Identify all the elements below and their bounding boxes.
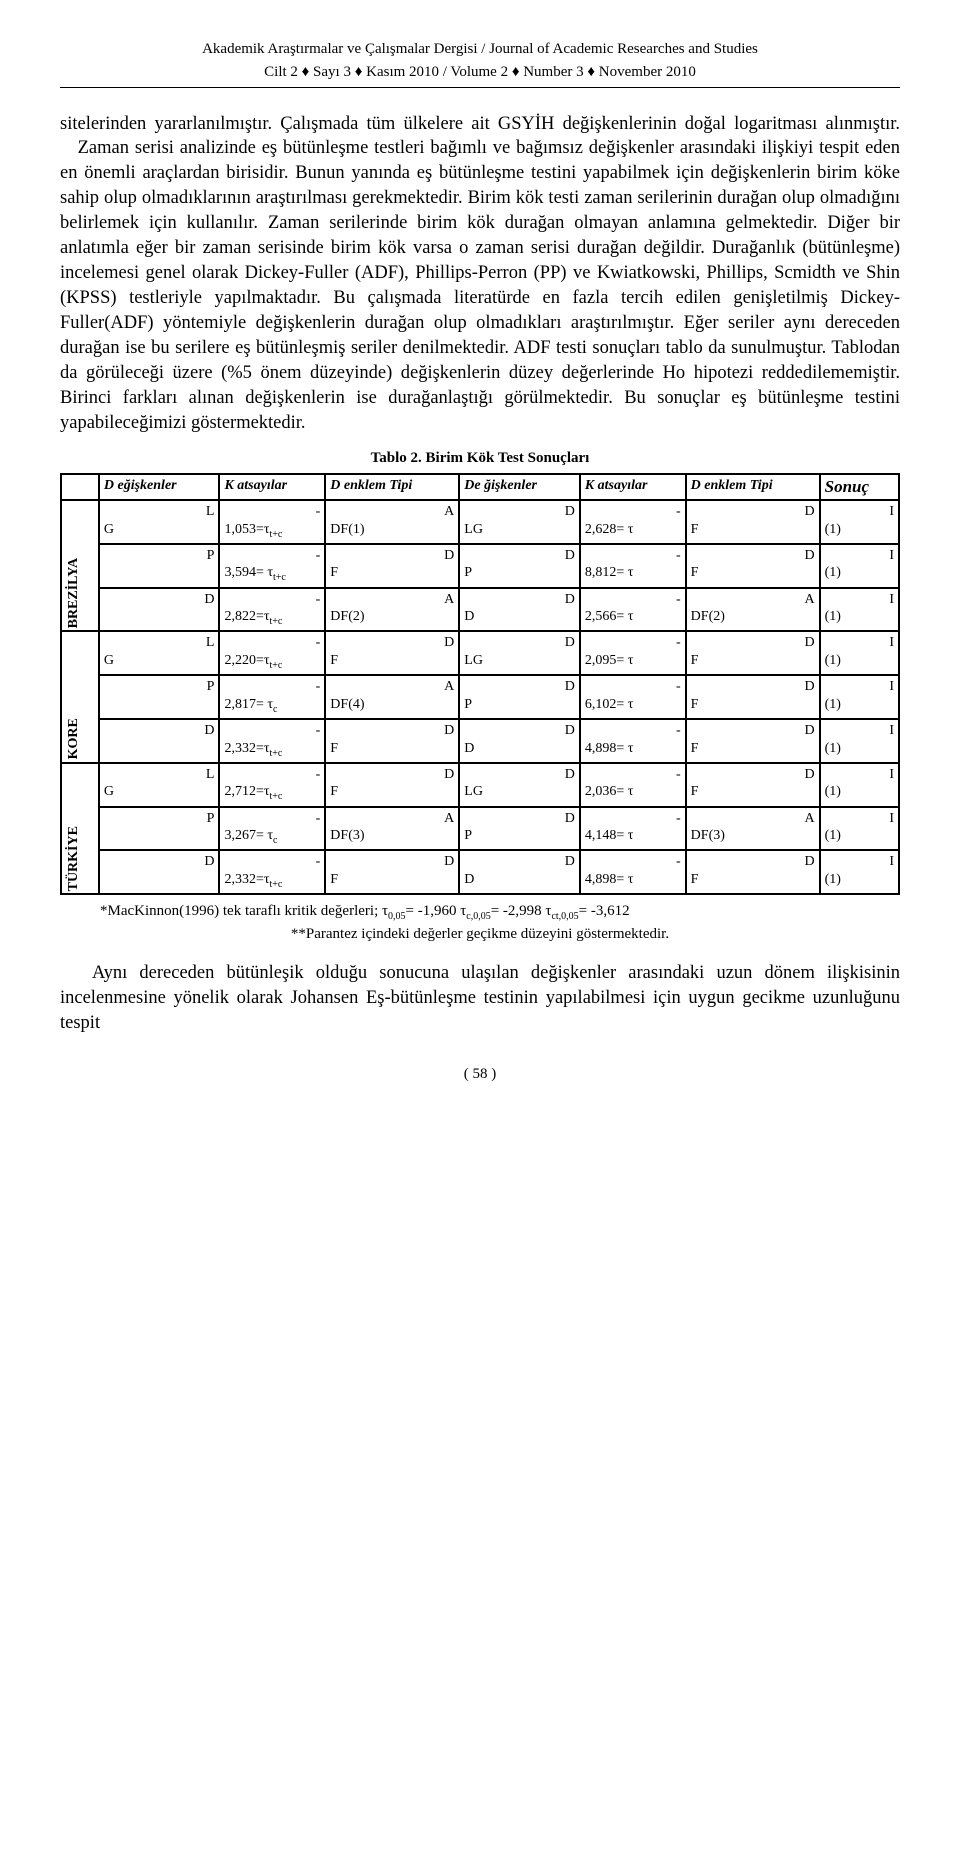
- col-header: D enklem Tipi: [686, 474, 820, 500]
- table-cell: DF: [686, 631, 820, 675]
- table-cell: -2,628= τ: [580, 500, 686, 544]
- results-table: D eğişkenlerK atsayılarD enklem TipiDe ğ…: [60, 473, 900, 895]
- table-cell: -3,267= τc: [219, 807, 325, 851]
- table-cell: -2,036= τ: [580, 763, 686, 807]
- table-cell: ADF(1): [325, 500, 459, 544]
- table-cell: DF: [686, 763, 820, 807]
- table-caption: Tablo 2. Birim Kök Test Sonuçları: [60, 450, 900, 467]
- table-cell: -2,822=τt+c: [219, 588, 325, 632]
- col-header: D eğişkenler: [99, 474, 220, 500]
- table-cell: -2,566= τ: [580, 588, 686, 632]
- table-cell: I(1): [820, 719, 899, 763]
- table-cell: I(1): [820, 850, 899, 894]
- table-cell: I(1): [820, 631, 899, 675]
- table-cell: DD: [459, 588, 580, 632]
- table-cell: ADF(3): [325, 807, 459, 851]
- table-cell: ADF(4): [325, 675, 459, 719]
- table-cell: D: [99, 719, 220, 763]
- table-cell: LG: [99, 763, 220, 807]
- closing-paragraph: Aynı dereceden bütünleşik olduğu sonucun…: [60, 961, 900, 1036]
- table-cell: DP: [459, 807, 580, 851]
- table-cell: DF: [686, 544, 820, 588]
- table-cell: -2,095= τ: [580, 631, 686, 675]
- table-cell: I(1): [820, 763, 899, 807]
- header-divider: [60, 87, 900, 88]
- table-cell: DF: [686, 500, 820, 544]
- table-cell: DF: [325, 631, 459, 675]
- table-cell: -2,332=τt+c: [219, 850, 325, 894]
- table-cell: DF: [325, 719, 459, 763]
- table-cell: DF: [686, 719, 820, 763]
- table-cell: -3,594= τt+c: [219, 544, 325, 588]
- table-cell: -1,053=τt+c: [219, 500, 325, 544]
- body-paragraph: sitelerinden yararlanılmıştır. Çalışmada…: [60, 112, 900, 437]
- table-cell: P: [99, 544, 220, 588]
- col-header: Sonuç: [820, 474, 899, 500]
- table-cell: D: [99, 588, 220, 632]
- col-header: De ğişkenler: [459, 474, 580, 500]
- table-cell: DF: [325, 763, 459, 807]
- table-cell: -2,332=τt+c: [219, 719, 325, 763]
- table-cell: DF: [325, 850, 459, 894]
- table-cell: I(1): [820, 544, 899, 588]
- footnote-1: *MacKinnon(1996) tek taraflı kritik değe…: [100, 903, 900, 922]
- table-cell: I(1): [820, 675, 899, 719]
- table-cell: DLG: [459, 631, 580, 675]
- journal-header-line1: Akademik Araştırmalar ve Çalışmalar Derg…: [60, 40, 900, 60]
- table-cell: P: [99, 675, 220, 719]
- group-label: KORE: [61, 631, 99, 762]
- table-cell: I(1): [820, 807, 899, 851]
- footnote-2: **Parantez içindeki değerler geçikme düz…: [60, 926, 900, 943]
- table-cell: -2,712=τt+c: [219, 763, 325, 807]
- table-cell: ADF(2): [686, 588, 820, 632]
- table-cell: DF: [325, 544, 459, 588]
- table-cell: DF: [686, 675, 820, 719]
- table-cell: ADF(2): [325, 588, 459, 632]
- col-header: D enklem Tipi: [325, 474, 459, 500]
- table-cell: DF: [686, 850, 820, 894]
- group-label: BREZİLYA: [61, 500, 99, 631]
- table-cell: -4,898= τ: [580, 719, 686, 763]
- table-cell: DD: [459, 719, 580, 763]
- group-label: TÜRKİYE: [61, 763, 99, 894]
- journal-header-line2: Cilt 2 ♦ Sayı 3 ♦ Kasım 2010 / Volume 2 …: [60, 64, 900, 81]
- table-cell: D: [99, 850, 220, 894]
- table-cell: -4,898= τ: [580, 850, 686, 894]
- col-header: K atsayılar: [580, 474, 686, 500]
- table-cell: LG: [99, 500, 220, 544]
- page-number: ( 58 ): [60, 1066, 900, 1083]
- table-cell: DLG: [459, 763, 580, 807]
- table-cell: -6,102= τ: [580, 675, 686, 719]
- table-cell: DD: [459, 850, 580, 894]
- table-cell: -2,220=τt+c: [219, 631, 325, 675]
- table-cell: -4,148= τ: [580, 807, 686, 851]
- table-cell: DLG: [459, 500, 580, 544]
- table-cell: LG: [99, 631, 220, 675]
- table-cell: -8,812= τ: [580, 544, 686, 588]
- col-header: K atsayılar: [219, 474, 325, 500]
- table-cell: DP: [459, 544, 580, 588]
- table-cell: DP: [459, 675, 580, 719]
- table-cell: I(1): [820, 588, 899, 632]
- table-cell: ADF(3): [686, 807, 820, 851]
- table-cell: I(1): [820, 500, 899, 544]
- table-cell: -2,817= τc: [219, 675, 325, 719]
- table-cell: P: [99, 807, 220, 851]
